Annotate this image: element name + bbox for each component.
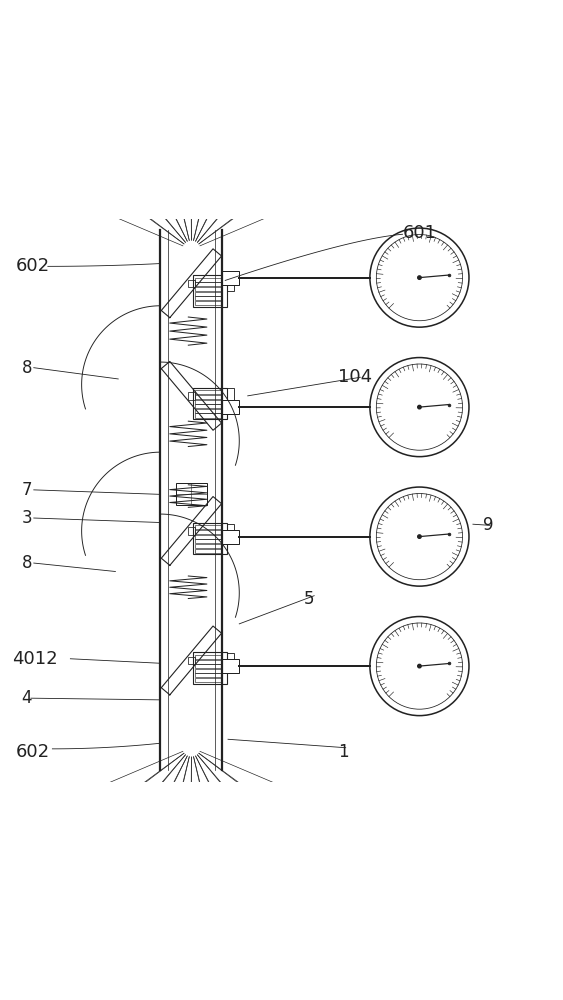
Bar (222, 271, 239, 285)
Text: 601: 601 (403, 224, 436, 242)
Circle shape (418, 405, 421, 409)
Bar (195, 390, 222, 394)
Bar (195, 664, 222, 668)
Text: 8: 8 (21, 359, 32, 377)
Bar (195, 404, 222, 408)
Bar (222, 400, 239, 414)
Bar (176, 483, 207, 505)
Text: 104: 104 (338, 368, 372, 386)
Bar (195, 655, 222, 659)
Bar (195, 282, 222, 286)
Bar (195, 400, 222, 404)
Bar (227, 653, 234, 668)
Bar (193, 275, 227, 307)
Bar (195, 413, 222, 418)
Bar (195, 301, 222, 305)
Bar (195, 660, 222, 664)
Bar (222, 530, 239, 544)
Bar (193, 652, 227, 684)
Bar (187, 657, 195, 664)
Bar (193, 523, 227, 554)
Bar (195, 530, 222, 534)
Bar (227, 524, 234, 538)
Bar (195, 544, 222, 548)
Bar (195, 673, 222, 677)
Bar (195, 525, 222, 529)
Bar (195, 296, 222, 300)
Bar (195, 549, 222, 553)
Bar (195, 287, 222, 291)
Bar (195, 678, 222, 682)
Bar (195, 539, 222, 543)
Bar (195, 395, 222, 399)
Text: 1: 1 (338, 743, 348, 761)
Text: 8: 8 (21, 554, 32, 572)
Bar (187, 280, 195, 287)
Text: 9: 9 (483, 516, 494, 534)
Bar (195, 669, 222, 673)
Bar (222, 659, 239, 673)
Bar (187, 392, 195, 400)
Text: 4012: 4012 (12, 650, 58, 668)
Text: 602: 602 (16, 257, 50, 275)
Text: 7: 7 (21, 481, 32, 499)
Text: 5: 5 (304, 590, 315, 608)
Bar (227, 276, 234, 291)
Bar (195, 409, 222, 413)
Bar (195, 292, 222, 296)
Bar (227, 388, 234, 403)
Circle shape (418, 664, 421, 668)
Text: 4: 4 (21, 689, 32, 707)
Circle shape (418, 276, 421, 279)
Circle shape (418, 535, 421, 538)
Text: 602: 602 (16, 743, 50, 761)
Text: 3: 3 (21, 509, 32, 527)
Bar (195, 535, 222, 539)
Bar (187, 527, 195, 535)
Bar (195, 278, 222, 282)
Bar (193, 388, 227, 419)
